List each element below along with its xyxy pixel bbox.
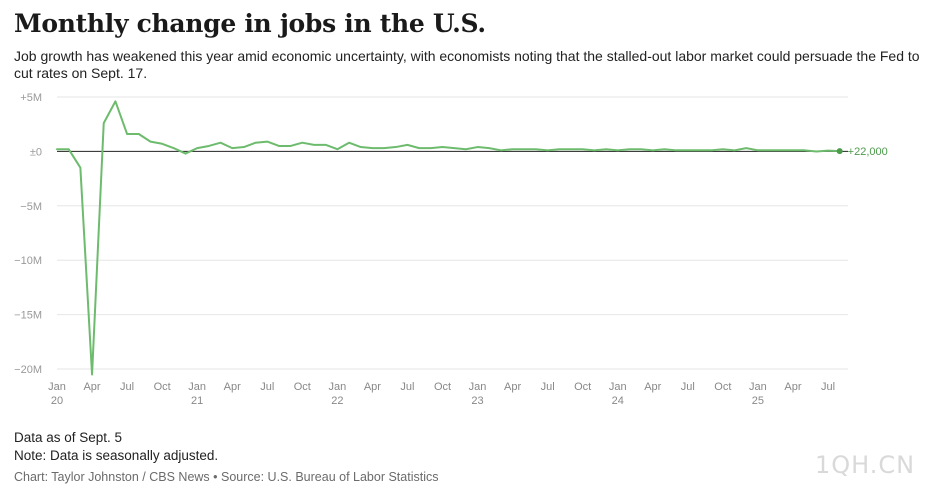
series-jobs-change: +22,000 [56,100,888,376]
x-tick-label: Jan [749,381,767,393]
x-tick-label: Oct [714,381,731,393]
y-tick-label: −15M [14,310,42,322]
x-tick-label: Jul [821,381,835,393]
seasonal-adjustment-note: Note: Data is seasonally adjusted. [14,448,219,463]
chart-subtitle: Job growth has weakened this year amid e… [14,48,920,81]
y-axis: +5M ±0 −5M −10M −15M −20M [14,92,42,376]
x-tick-label: Apr [644,381,661,393]
x-tick-year-label: 21 [191,395,203,407]
x-tick-label: Jul [541,381,555,393]
x-tick-year-label: 20 [51,395,63,407]
x-tick-year-label: 22 [331,395,343,407]
data-date-note: Data as of Sept. 5 [14,430,123,445]
x-tick-label: Oct [434,381,451,393]
x-tick-label: Jul [400,381,414,393]
x-tick-label: Jan [48,381,66,393]
x-tick-label: Oct [294,381,311,393]
x-tick-year-label: 25 [752,395,764,407]
gridlines [57,96,848,370]
y-tick-label: −5M [20,201,42,213]
x-tick-year-label: 24 [612,395,624,407]
x-tick-label: Jan [328,381,346,393]
x-tick-label: Apr [504,381,521,393]
x-tick-label: Oct [574,381,591,393]
series-line [56,100,841,376]
x-tick-label: Apr [83,381,100,393]
x-tick-label: Jan [609,381,627,393]
end-point-marker [836,148,843,155]
x-tick-label: Oct [154,381,171,393]
y-tick-label: −10M [14,255,42,267]
x-tick-label: Apr [784,381,801,393]
x-tick-label: Jan [188,381,206,393]
x-tick-label: Apr [364,381,381,393]
chart-title: Monthly change in jobs in the U.S. [14,9,486,38]
x-tick-label: Apr [224,381,241,393]
y-tick-label: −20M [14,364,42,376]
watermark: 1QH.CN [815,451,916,479]
y-tick-label: ±0 [30,146,42,158]
x-tick-label: Jul [260,381,274,393]
x-axis: Jan 20 Apr Jul Oct Jan 21 Apr Jul Oct Jan 22 Apr Jul O… [48,381,835,407]
end-value-label: +22,000 [848,146,888,158]
x-tick-year-label: 23 [471,395,483,407]
chart-credit: Chart: Taylor Johnston / CBS News • Sour… [14,470,439,484]
x-tick-label: Jan [469,381,487,393]
y-tick-label: +5M [20,92,42,104]
x-tick-label: Jul [120,381,134,393]
x-tick-label: Jul [681,381,695,393]
